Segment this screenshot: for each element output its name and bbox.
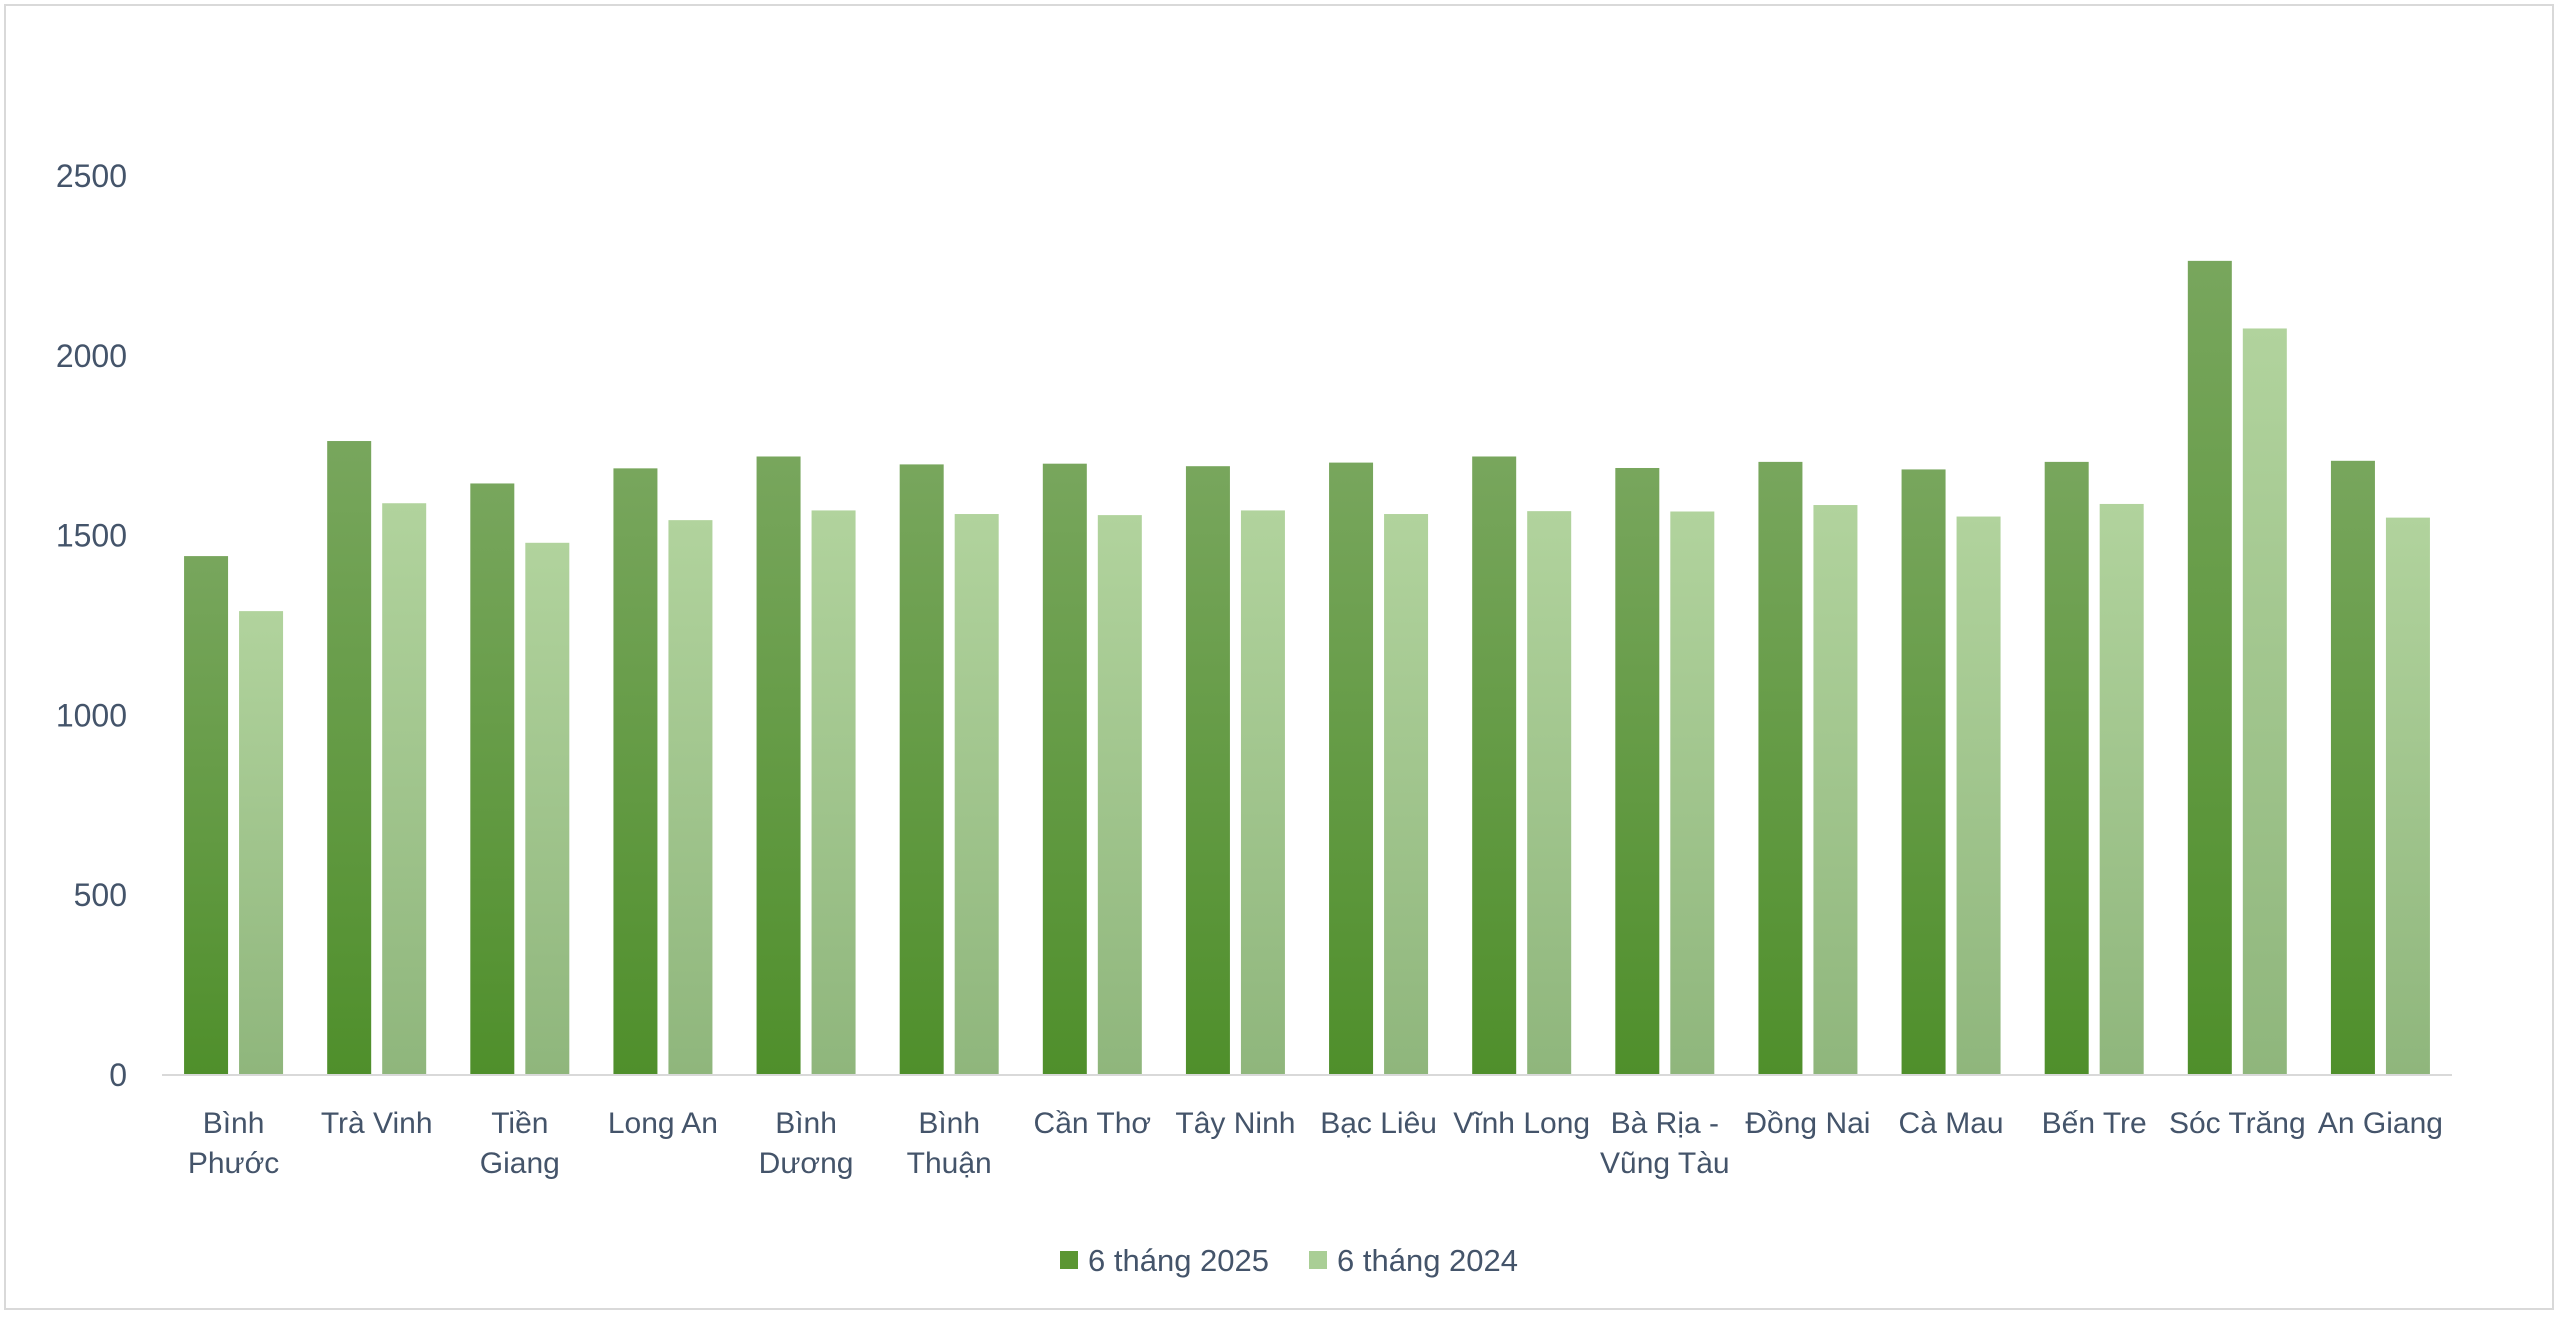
bar-2024-9 [1527,511,1572,1075]
bar-2025-3 [613,468,658,1075]
x-category-label-line: Bình [775,1107,837,1140]
bar-2025-1 [327,441,372,1075]
x-category-label: An Giang [2318,1107,2443,1140]
bar-2024-5 [954,514,999,1075]
bar-2025-14 [2187,260,2232,1075]
y-tick-label: 0 [109,1057,127,1093]
y-tick-label: 2000 [56,338,127,374]
bar-2025-4 [756,456,801,1075]
bar-2024-13 [2099,503,2144,1075]
x-category-label-line: Đồng Nai [1745,1107,1870,1140]
x-category-label-line: Thuận [907,1147,992,1180]
x-category-label-line: Cần Thơ [1034,1107,1152,1140]
x-category-label: Bình Phước [188,1107,279,1180]
x-category-label-line: Bạc Liêu [1320,1107,1437,1140]
x-category-label: Đồng Nai [1745,1107,1870,1140]
x-category-label-line: An Giang [2318,1107,2443,1140]
y-tick-label: 500 [74,877,127,913]
x-category-label-line: Giang [480,1147,560,1180]
bar-2025-12 [1901,469,1946,1075]
x-category-label: Cần Thơ [1034,1107,1152,1140]
x-category-label: Vĩnh Long [1453,1107,1590,1140]
legend-label-2024: 6 tháng 2024 [1337,1243,1518,1278]
bar-2025-7 [1185,466,1230,1075]
bar-2024-3 [668,520,713,1075]
x-category-label-line: Vĩnh Long [1453,1107,1590,1140]
legend: 6 tháng 2025 6 tháng 2024 [1060,1243,1518,1278]
y-tick-label: 2500 [56,158,127,194]
x-category-label-line: Vũng Tàu [1600,1147,1730,1180]
bar-2025-15 [2330,460,2375,1075]
bar-2024-14 [2242,328,2287,1075]
bar-2024-12 [1956,516,2001,1075]
legend-swatch-2025 [1060,1251,1078,1269]
bar-2025-9 [1472,456,1517,1075]
bar-2024-4 [811,510,856,1076]
x-axis-labels: Bình Phước Trà Vinh Tiền Giang Long An Bình Dươ… [188,1107,2443,1180]
x-category-label-line: Cà Mau [1899,1107,2004,1140]
x-category-label-line: Tây Ninh [1175,1107,1295,1140]
x-category-label-line: Bà Rịa - [1611,1107,1719,1140]
x-category-label-line: Trà Vinh [321,1107,433,1140]
x-category-label: Trà Vinh [321,1107,433,1140]
x-category-label-line: Bến Tre [2042,1107,2147,1140]
x-category-label-line: Bình [203,1107,265,1140]
x-category-label: Sóc Trăng [2169,1107,2306,1140]
bar-2024-15 [2385,517,2430,1075]
x-category-label: Bà Rịa - Vũng Tàu [1600,1107,1730,1180]
x-category-label-line: Bình [918,1107,980,1140]
bar-2024-1 [382,503,427,1076]
x-category-label: Tây Ninh [1175,1107,1295,1140]
bars [184,260,2430,1076]
bar-2024-7 [1240,510,1285,1076]
bar-2025-10 [1615,467,1660,1075]
x-category-label: Bến Tre [2042,1107,2147,1140]
bar-2025-13 [2044,461,2089,1076]
y-tick-label: 1000 [56,697,127,733]
bar-2024-0 [239,611,284,1075]
x-category-label-line: Long An [608,1107,718,1140]
x-category-label-line: Tiền [491,1107,548,1140]
x-category-label: Bình Dương [759,1107,854,1180]
bar-2024-10 [1670,511,1715,1075]
x-category-label-line: Dương [759,1147,854,1180]
bar-2025-0 [184,556,229,1075]
x-category-label: Bạc Liêu [1320,1107,1437,1140]
y-axis-ticks: 0 500 1000 1500 2000 2500 [56,158,127,1093]
bar-2025-5 [899,464,944,1076]
bar-2025-11 [1758,461,1803,1076]
bar-2024-8 [1384,514,1429,1075]
bar-2025-6 [1042,463,1087,1075]
bar-2024-11 [1813,505,1858,1075]
legend-swatch-2024 [1309,1251,1327,1269]
x-category-label-line: Phước [188,1147,279,1180]
y-tick-label: 1500 [56,518,127,554]
bar-2025-8 [1329,462,1374,1075]
x-category-label: Tiền Giang [480,1107,560,1180]
legend-label-2025: 6 tháng 2025 [1088,1243,1269,1278]
x-category-label: Cà Mau [1899,1107,2004,1140]
bar-2024-2 [525,542,570,1075]
chart-frame: 0 500 1000 1500 2000 2500 Bình Phước Trà Vinh Ti… [4,4,2554,1310]
bar-2024-6 [1097,515,1142,1075]
x-category-label: Bình Thuận [907,1107,992,1180]
bar-2025-2 [470,483,515,1075]
x-category-label-line: Sóc Trăng [2169,1107,2306,1140]
bar-chart: 0 500 1000 1500 2000 2500 Bình Phước Trà Vinh Ti… [56,158,2452,1278]
x-category-label: Long An [608,1107,718,1140]
